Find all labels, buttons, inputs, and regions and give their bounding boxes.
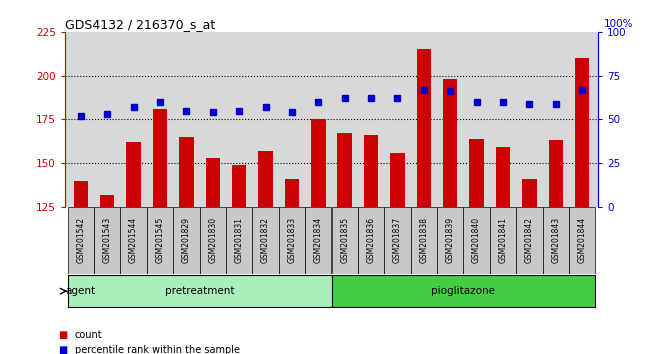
Text: GSM201829: GSM201829 bbox=[182, 217, 191, 263]
Bar bbox=[126, 142, 141, 207]
Bar bbox=[417, 49, 431, 207]
Bar bbox=[543, 207, 569, 274]
Text: GSM201837: GSM201837 bbox=[393, 217, 402, 263]
Bar bbox=[443, 79, 458, 207]
Bar bbox=[285, 179, 299, 207]
Bar bbox=[411, 207, 437, 274]
Text: GSM201545: GSM201545 bbox=[155, 217, 164, 263]
Text: pretreatment: pretreatment bbox=[165, 286, 234, 296]
Text: GSM201830: GSM201830 bbox=[208, 217, 217, 263]
Text: GSM201835: GSM201835 bbox=[340, 217, 349, 263]
Bar bbox=[279, 207, 305, 274]
Bar bbox=[100, 195, 114, 207]
Bar bbox=[496, 147, 510, 207]
Bar bbox=[68, 275, 332, 307]
Text: GSM201832: GSM201832 bbox=[261, 217, 270, 263]
Bar bbox=[332, 275, 595, 307]
Bar bbox=[332, 207, 358, 274]
Bar bbox=[179, 137, 194, 207]
Bar bbox=[205, 158, 220, 207]
Text: GSM201836: GSM201836 bbox=[367, 217, 376, 263]
Bar bbox=[364, 135, 378, 207]
Bar bbox=[173, 207, 200, 274]
Bar bbox=[463, 207, 490, 274]
Bar bbox=[232, 165, 246, 207]
Bar bbox=[252, 207, 279, 274]
Bar bbox=[575, 58, 590, 207]
Bar bbox=[490, 207, 516, 274]
Text: GSM201543: GSM201543 bbox=[103, 217, 112, 263]
Bar bbox=[153, 109, 167, 207]
Bar bbox=[516, 207, 543, 274]
Bar bbox=[358, 207, 384, 274]
Text: GSM201840: GSM201840 bbox=[472, 217, 481, 263]
Text: 100%: 100% bbox=[604, 19, 633, 29]
Text: agent: agent bbox=[66, 286, 96, 296]
Text: GSM201831: GSM201831 bbox=[235, 217, 244, 263]
Text: GSM201833: GSM201833 bbox=[287, 217, 296, 263]
Text: GSM201544: GSM201544 bbox=[129, 217, 138, 263]
Text: GSM201843: GSM201843 bbox=[551, 217, 560, 263]
Bar bbox=[147, 207, 173, 274]
Text: pioglitazone: pioglitazone bbox=[432, 286, 495, 296]
Text: ■: ■ bbox=[58, 346, 68, 354]
Bar bbox=[68, 207, 94, 274]
Bar bbox=[337, 133, 352, 207]
Bar bbox=[94, 207, 120, 274]
Bar bbox=[200, 207, 226, 274]
Bar bbox=[569, 207, 595, 274]
Bar bbox=[469, 139, 484, 207]
Bar bbox=[311, 119, 326, 207]
Text: GDS4132 / 216370_s_at: GDS4132 / 216370_s_at bbox=[65, 18, 215, 31]
Text: GSM201834: GSM201834 bbox=[314, 217, 323, 263]
Bar bbox=[258, 151, 273, 207]
Text: GSM201842: GSM201842 bbox=[525, 217, 534, 263]
Text: ■: ■ bbox=[58, 330, 68, 339]
Text: count: count bbox=[75, 330, 103, 339]
Text: GSM201542: GSM201542 bbox=[76, 217, 85, 263]
Text: percentile rank within the sample: percentile rank within the sample bbox=[75, 346, 240, 354]
Bar bbox=[437, 207, 463, 274]
Text: GSM201839: GSM201839 bbox=[446, 217, 455, 263]
Bar bbox=[226, 207, 252, 274]
Bar bbox=[390, 153, 405, 207]
Bar bbox=[522, 179, 537, 207]
Bar bbox=[120, 207, 147, 274]
Bar bbox=[305, 207, 332, 274]
Bar bbox=[384, 207, 411, 274]
Bar bbox=[73, 181, 88, 207]
Text: GSM201844: GSM201844 bbox=[578, 217, 587, 263]
Text: GSM201838: GSM201838 bbox=[419, 217, 428, 263]
Text: GSM201841: GSM201841 bbox=[499, 217, 508, 263]
Bar bbox=[549, 141, 563, 207]
